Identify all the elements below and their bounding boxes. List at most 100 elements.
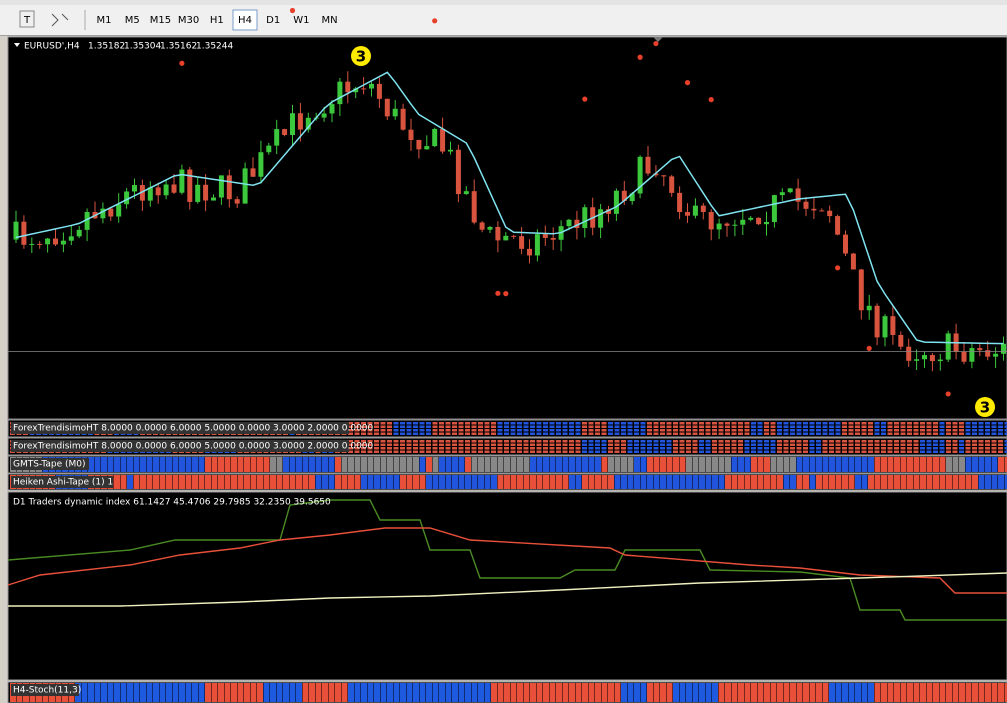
tape-cell [764, 457, 770, 472]
tf-button[interactable]: M1 [97, 15, 112, 26]
tape-cell [471, 447, 477, 450]
tape-cell [608, 457, 614, 472]
tape-cell [380, 447, 386, 450]
tape-cell [439, 432, 444, 435]
tape-cell [595, 447, 600, 450]
tape-cell [965, 429, 971, 432]
tf-active [232, 9, 258, 31]
tool-icon[interactable] [19, 10, 35, 28]
tape-cell [757, 432, 763, 435]
tf-button[interactable]: H4 [238, 15, 252, 26]
tape-cell [283, 683, 289, 702]
tf-button[interactable]: M15 [150, 15, 171, 26]
tape-cell [354, 443, 360, 446]
tape-cell [133, 683, 140, 702]
tape-cell [445, 447, 451, 450]
tape-cell [998, 683, 1004, 702]
tape-cell [868, 450, 873, 453]
tape-cell [725, 440, 730, 443]
tape-cell [855, 450, 860, 453]
candle-body [29, 243, 35, 245]
tape-cell [517, 457, 523, 472]
tape-cell [348, 422, 353, 425]
candle-body [384, 98, 390, 117]
tape-cell [751, 429, 756, 432]
tape-cell [504, 450, 509, 453]
tape-cell [939, 475, 946, 489]
tf-button[interactable]: M30 [178, 15, 199, 26]
tape-cell [569, 447, 574, 450]
tape-cell [257, 457, 263, 472]
tape-cell [913, 457, 920, 472]
candle-body [376, 83, 382, 99]
tape-cell [439, 425, 444, 428]
tape-cell [835, 422, 841, 425]
tf-button[interactable]: H1 [210, 15, 224, 26]
tape-cell [413, 443, 418, 446]
tf-button[interactable]: MN [322, 15, 338, 26]
tape-cell [530, 440, 535, 443]
tape-cell [835, 432, 841, 435]
tape-cell [393, 432, 399, 435]
tape-cell [816, 422, 821, 425]
tape-cell [530, 683, 536, 702]
tape-cell [705, 447, 711, 450]
tape-cell [582, 475, 588, 489]
candle-body [566, 219, 572, 227]
tape-cell [497, 683, 504, 702]
tape-cell [738, 422, 743, 425]
tape-cell [686, 422, 691, 425]
signal-dot [179, 60, 185, 66]
tape-cell [894, 422, 899, 425]
tape-cell [536, 683, 543, 702]
tape-cell [562, 447, 568, 450]
tape-cell [432, 440, 438, 443]
tape-cell [803, 683, 809, 702]
tape-cell [120, 457, 127, 472]
tape-cell [822, 450, 828, 453]
tape-cell [666, 429, 672, 432]
tape-cell [432, 475, 439, 489]
tape-cell [367, 422, 373, 425]
candle-body [305, 117, 311, 130]
tape-cell [959, 443, 964, 446]
chart-symbol: EURUSD',H4 [24, 42, 80, 52]
tape-cell [614, 443, 620, 446]
tape-cell [484, 422, 490, 425]
tape-cell [361, 447, 366, 450]
tape-cell [991, 450, 997, 453]
tape-cell [367, 429, 373, 432]
tape-cell [666, 475, 673, 489]
tape-cell [796, 432, 802, 435]
label-bg [11, 440, 349, 452]
tape-cell [868, 443, 873, 446]
tape-cell [634, 422, 639, 425]
tape-cell [439, 447, 444, 450]
tape-cell [445, 457, 452, 472]
tape-cell [809, 683, 816, 702]
tape-cell [900, 683, 907, 702]
tape-cell [868, 429, 873, 432]
candle-body [866, 305, 872, 311]
tape-cell [569, 432, 574, 435]
tf-button[interactable]: D1 [266, 15, 280, 26]
indicator-label: GMTS-Tape (M0) [13, 460, 86, 470]
tape-cell [419, 432, 425, 435]
candle-body [21, 221, 27, 245]
tf-button[interactable]: M5 [125, 15, 140, 26]
tape-cell [699, 422, 704, 425]
signal-dot [432, 18, 438, 24]
tape-cell [400, 683, 406, 702]
tape-cell [361, 429, 366, 432]
candle-body [700, 205, 706, 212]
tape-cell [367, 450, 373, 453]
tape-cell [341, 683, 348, 702]
toolbar-top [0, 0, 1007, 5]
tape-cell [660, 422, 665, 425]
tf-button[interactable]: W1 [293, 15, 309, 26]
tape-cell [796, 447, 802, 450]
tool-icon[interactable] [51, 13, 69, 27]
tape-cell [647, 443, 652, 446]
tape-cell [770, 450, 776, 453]
tape-cell [939, 683, 946, 702]
